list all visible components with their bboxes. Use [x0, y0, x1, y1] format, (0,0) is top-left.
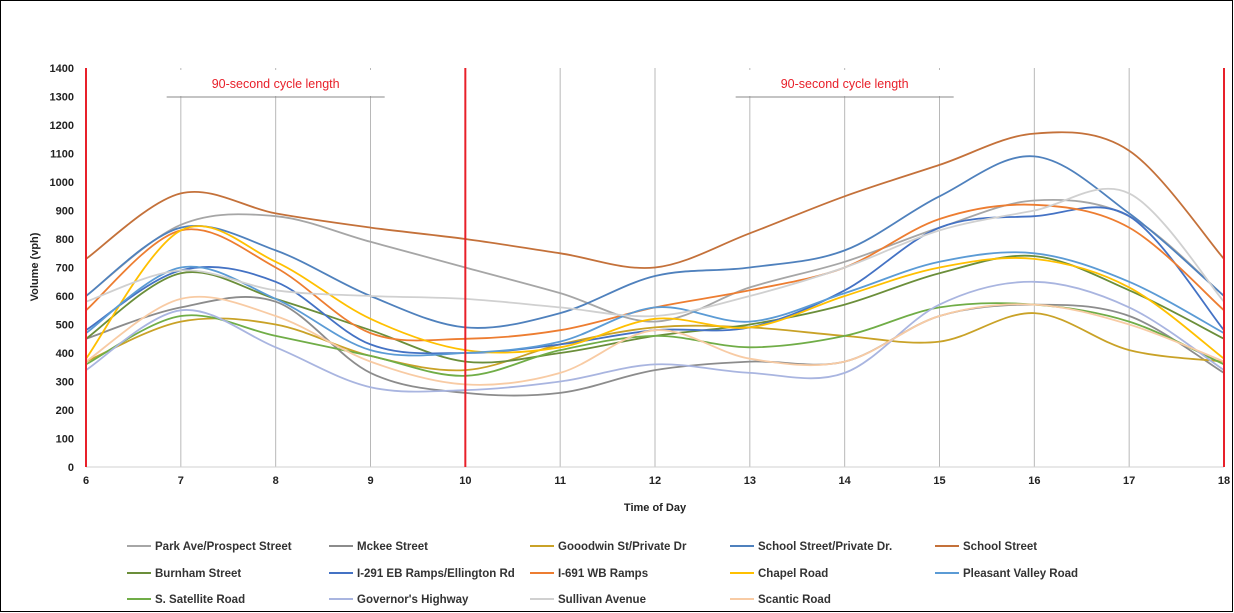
- y-tick-label: 1200: [50, 120, 74, 132]
- x-tick-label: 6: [83, 475, 89, 487]
- y-tick-label: 0: [68, 462, 74, 474]
- legend-label: Park Ave/Prospect Street: [155, 541, 292, 553]
- legend-label: I-291 EB Ramps/Ellington Rd: [357, 568, 515, 580]
- legend: Park Ave/Prospect Street Mckee Street Gooo…: [127, 541, 1078, 606]
- y-tick-label: 500: [56, 320, 74, 332]
- y-axis-title: Volume (vph): [29, 232, 41, 301]
- series-line-14: [85, 295, 1225, 386]
- x-tick-label: 11: [554, 475, 566, 487]
- series-line-12: [85, 280, 1225, 393]
- x-tick-label: 17: [1123, 475, 1135, 487]
- x-tick-label: 9: [367, 475, 373, 487]
- x-tick-label: 16: [1028, 475, 1040, 487]
- legend-label: School Street: [963, 541, 1037, 553]
- legend-label: Sullivan Avenue: [558, 594, 646, 606]
- legend-label: Pleasant Valley Road: [963, 568, 1078, 580]
- y-tick-label: 1400: [50, 63, 74, 75]
- legend-label: Gooodwin St/Private Dr: [558, 541, 687, 553]
- cycle-marker-layer: [85, 68, 1225, 467]
- annotation-box: [735, 70, 954, 96]
- series-line-13: [85, 187, 1225, 318]
- x-tick-label: 15: [933, 475, 945, 487]
- legend-label: S. Satellite Road: [155, 594, 245, 606]
- x-axis-title: Time of Day: [624, 502, 687, 514]
- y-tick-label: 600: [56, 291, 74, 303]
- y-tick-label: 300: [56, 377, 74, 389]
- x-tick-label: 8: [273, 475, 279, 487]
- x-tick-label: 12: [649, 475, 661, 487]
- y-tick-label: 1300: [50, 92, 74, 104]
- legend-label: School Street/Private Dr.: [758, 541, 892, 553]
- series-line-4: [85, 155, 1225, 329]
- series-line-5: [85, 131, 1225, 269]
- x-tick-label: 13: [744, 475, 756, 487]
- legend-label: Governor's Highway: [357, 594, 469, 606]
- y-tick-label: 900: [56, 206, 74, 218]
- legend-label: Burnham Street: [155, 568, 241, 580]
- x-tick-label: 7: [178, 475, 184, 487]
- y-tick-label: 800: [56, 234, 74, 246]
- y-tick-label: 400: [56, 348, 74, 360]
- legend-label: Mckee Street: [357, 541, 428, 553]
- axis-layer: 0 100 200 300 400 500 600 700 800 900 1000 1100 1200…: [50, 63, 1231, 487]
- y-tick-label: 700: [56, 263, 74, 275]
- series-line-10: [85, 251, 1225, 357]
- series-line-9: [85, 225, 1225, 360]
- x-tick-label: 18: [1218, 475, 1230, 487]
- legend-label: Chapel Road: [758, 568, 828, 580]
- legend-label: I-691 WB Ramps: [558, 568, 648, 580]
- series-layer: [85, 131, 1225, 397]
- series-line-3: [85, 312, 1225, 372]
- series-line-1: [85, 198, 1225, 323]
- y-tick-label: 100: [56, 434, 74, 446]
- y-tick-label: 1000: [50, 177, 74, 189]
- annotation-box: [166, 70, 385, 96]
- y-tick-label: 1100: [50, 149, 74, 161]
- annotation-label: 90-second cycle length: [212, 77, 340, 91]
- x-tick-label: 14: [839, 475, 852, 487]
- y-tick-label: 200: [56, 405, 74, 417]
- x-tick-label: 10: [459, 475, 471, 487]
- legend-label: Scantic Road: [758, 594, 831, 606]
- annotation-layer: 90-second cycle length 90-second cycle le…: [166, 70, 954, 98]
- annotation-label: 90-second cycle length: [781, 77, 909, 91]
